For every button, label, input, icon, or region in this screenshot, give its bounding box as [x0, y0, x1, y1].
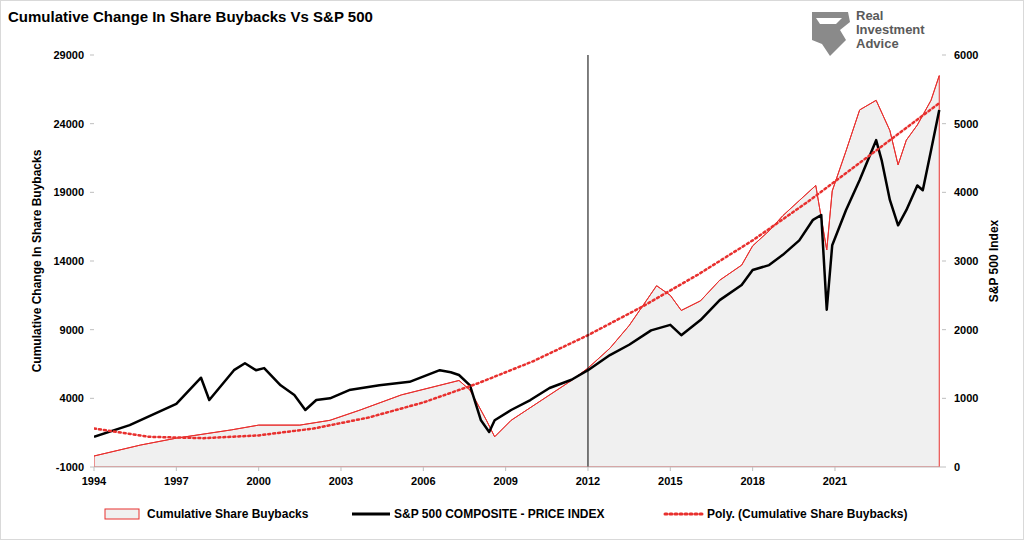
x-tick [258, 467, 259, 471]
legend: Cumulative Share Buybacks S&P 500 COMPOSI… [105, 507, 908, 521]
y2-tick-label: 0 [954, 461, 960, 473]
series-line [94, 110, 939, 437]
y-tick [90, 467, 94, 468]
y2-tick [942, 398, 946, 399]
x-tick [752, 467, 753, 471]
legend-label: Cumulative Share Buybacks [147, 507, 309, 521]
y2-tick-label: 6000 [954, 49, 978, 61]
x-tick-label: 2018 [740, 475, 764, 487]
x-tick [587, 467, 588, 471]
x-tick-label: 2015 [658, 475, 682, 487]
legend-swatch [105, 509, 139, 519]
x-tick-label: 2006 [411, 475, 435, 487]
annotation-line [587, 55, 588, 467]
legend-label: S&P 500 COMPOSITE - PRICE INDEX [394, 507, 605, 521]
logo-icon-detail [816, 18, 842, 24]
background [0, 0, 1024, 540]
x-tick [176, 467, 177, 471]
x-tick-label: 2000 [246, 475, 270, 487]
logo-text: Real [856, 8, 883, 23]
y-tick-label: 14000 [53, 255, 84, 267]
x-tick-label: 2012 [576, 475, 600, 487]
y2-tick [942, 123, 946, 124]
area-fill [94, 76, 939, 467]
x-tick-label: 2021 [823, 475, 847, 487]
y2-tick [942, 261, 946, 262]
y-tick [90, 261, 94, 262]
logo-text: Investment [856, 22, 925, 37]
legend-swatch [352, 513, 390, 516]
x-tick [834, 467, 835, 471]
y2-axis-label: S&P 500 Index [987, 219, 1001, 302]
y2-tick-label: 5000 [954, 118, 978, 130]
y-tick-label: 9000 [60, 324, 84, 336]
y-tick-label: -1000 [56, 461, 84, 473]
y2-tick-label: 2000 [954, 324, 978, 336]
y-tick-label: 24000 [53, 118, 84, 130]
y-tick-label: 4000 [60, 392, 84, 404]
area-line [94, 76, 939, 456]
title: Cumulative Change In Share Buybacks Vs S… [8, 8, 373, 25]
chart: Cumulative Change In Share Buybacks Vs S… [0, 0, 1024, 540]
y2-tick-label: 3000 [954, 255, 978, 267]
x-tick-label: 2003 [329, 475, 353, 487]
series-line [94, 103, 939, 438]
x-tick [670, 467, 671, 471]
legend-label: Poly. (Cumulative Share Buybacks) [707, 507, 908, 521]
y-tick [90, 398, 94, 399]
x-axis-line [94, 467, 942, 468]
y2-tick-label: 1000 [954, 392, 978, 404]
y2-tick [942, 192, 946, 193]
y-tick [90, 55, 94, 56]
logo: RealInvestmentAdvice [812, 8, 925, 56]
y2-tick [942, 329, 946, 330]
logo-text: Advice [856, 36, 899, 51]
x-tick [94, 467, 95, 471]
x-tick [340, 467, 341, 471]
x-tick-label: 2009 [493, 475, 517, 487]
legend-swatch [665, 513, 703, 516]
y2-tick [942, 467, 946, 468]
x-tick-label: 1997 [164, 475, 188, 487]
y2-tick [942, 55, 946, 56]
x-tick [505, 467, 506, 471]
y-tick [90, 329, 94, 330]
y-tick-label: 19000 [53, 186, 84, 198]
y-axis-label: Cumulative Change In Share Buybacks [30, 149, 44, 372]
x-tick-label: 1994 [82, 475, 107, 487]
border [1, 1, 1024, 540]
logo-icon [812, 12, 850, 56]
x-tick [423, 467, 424, 471]
y-tick [90, 123, 94, 124]
y-tick-label: 29000 [53, 49, 84, 61]
y-tick [90, 192, 94, 193]
plot-area [94, 55, 939, 467]
y2-tick-label: 4000 [954, 186, 978, 198]
